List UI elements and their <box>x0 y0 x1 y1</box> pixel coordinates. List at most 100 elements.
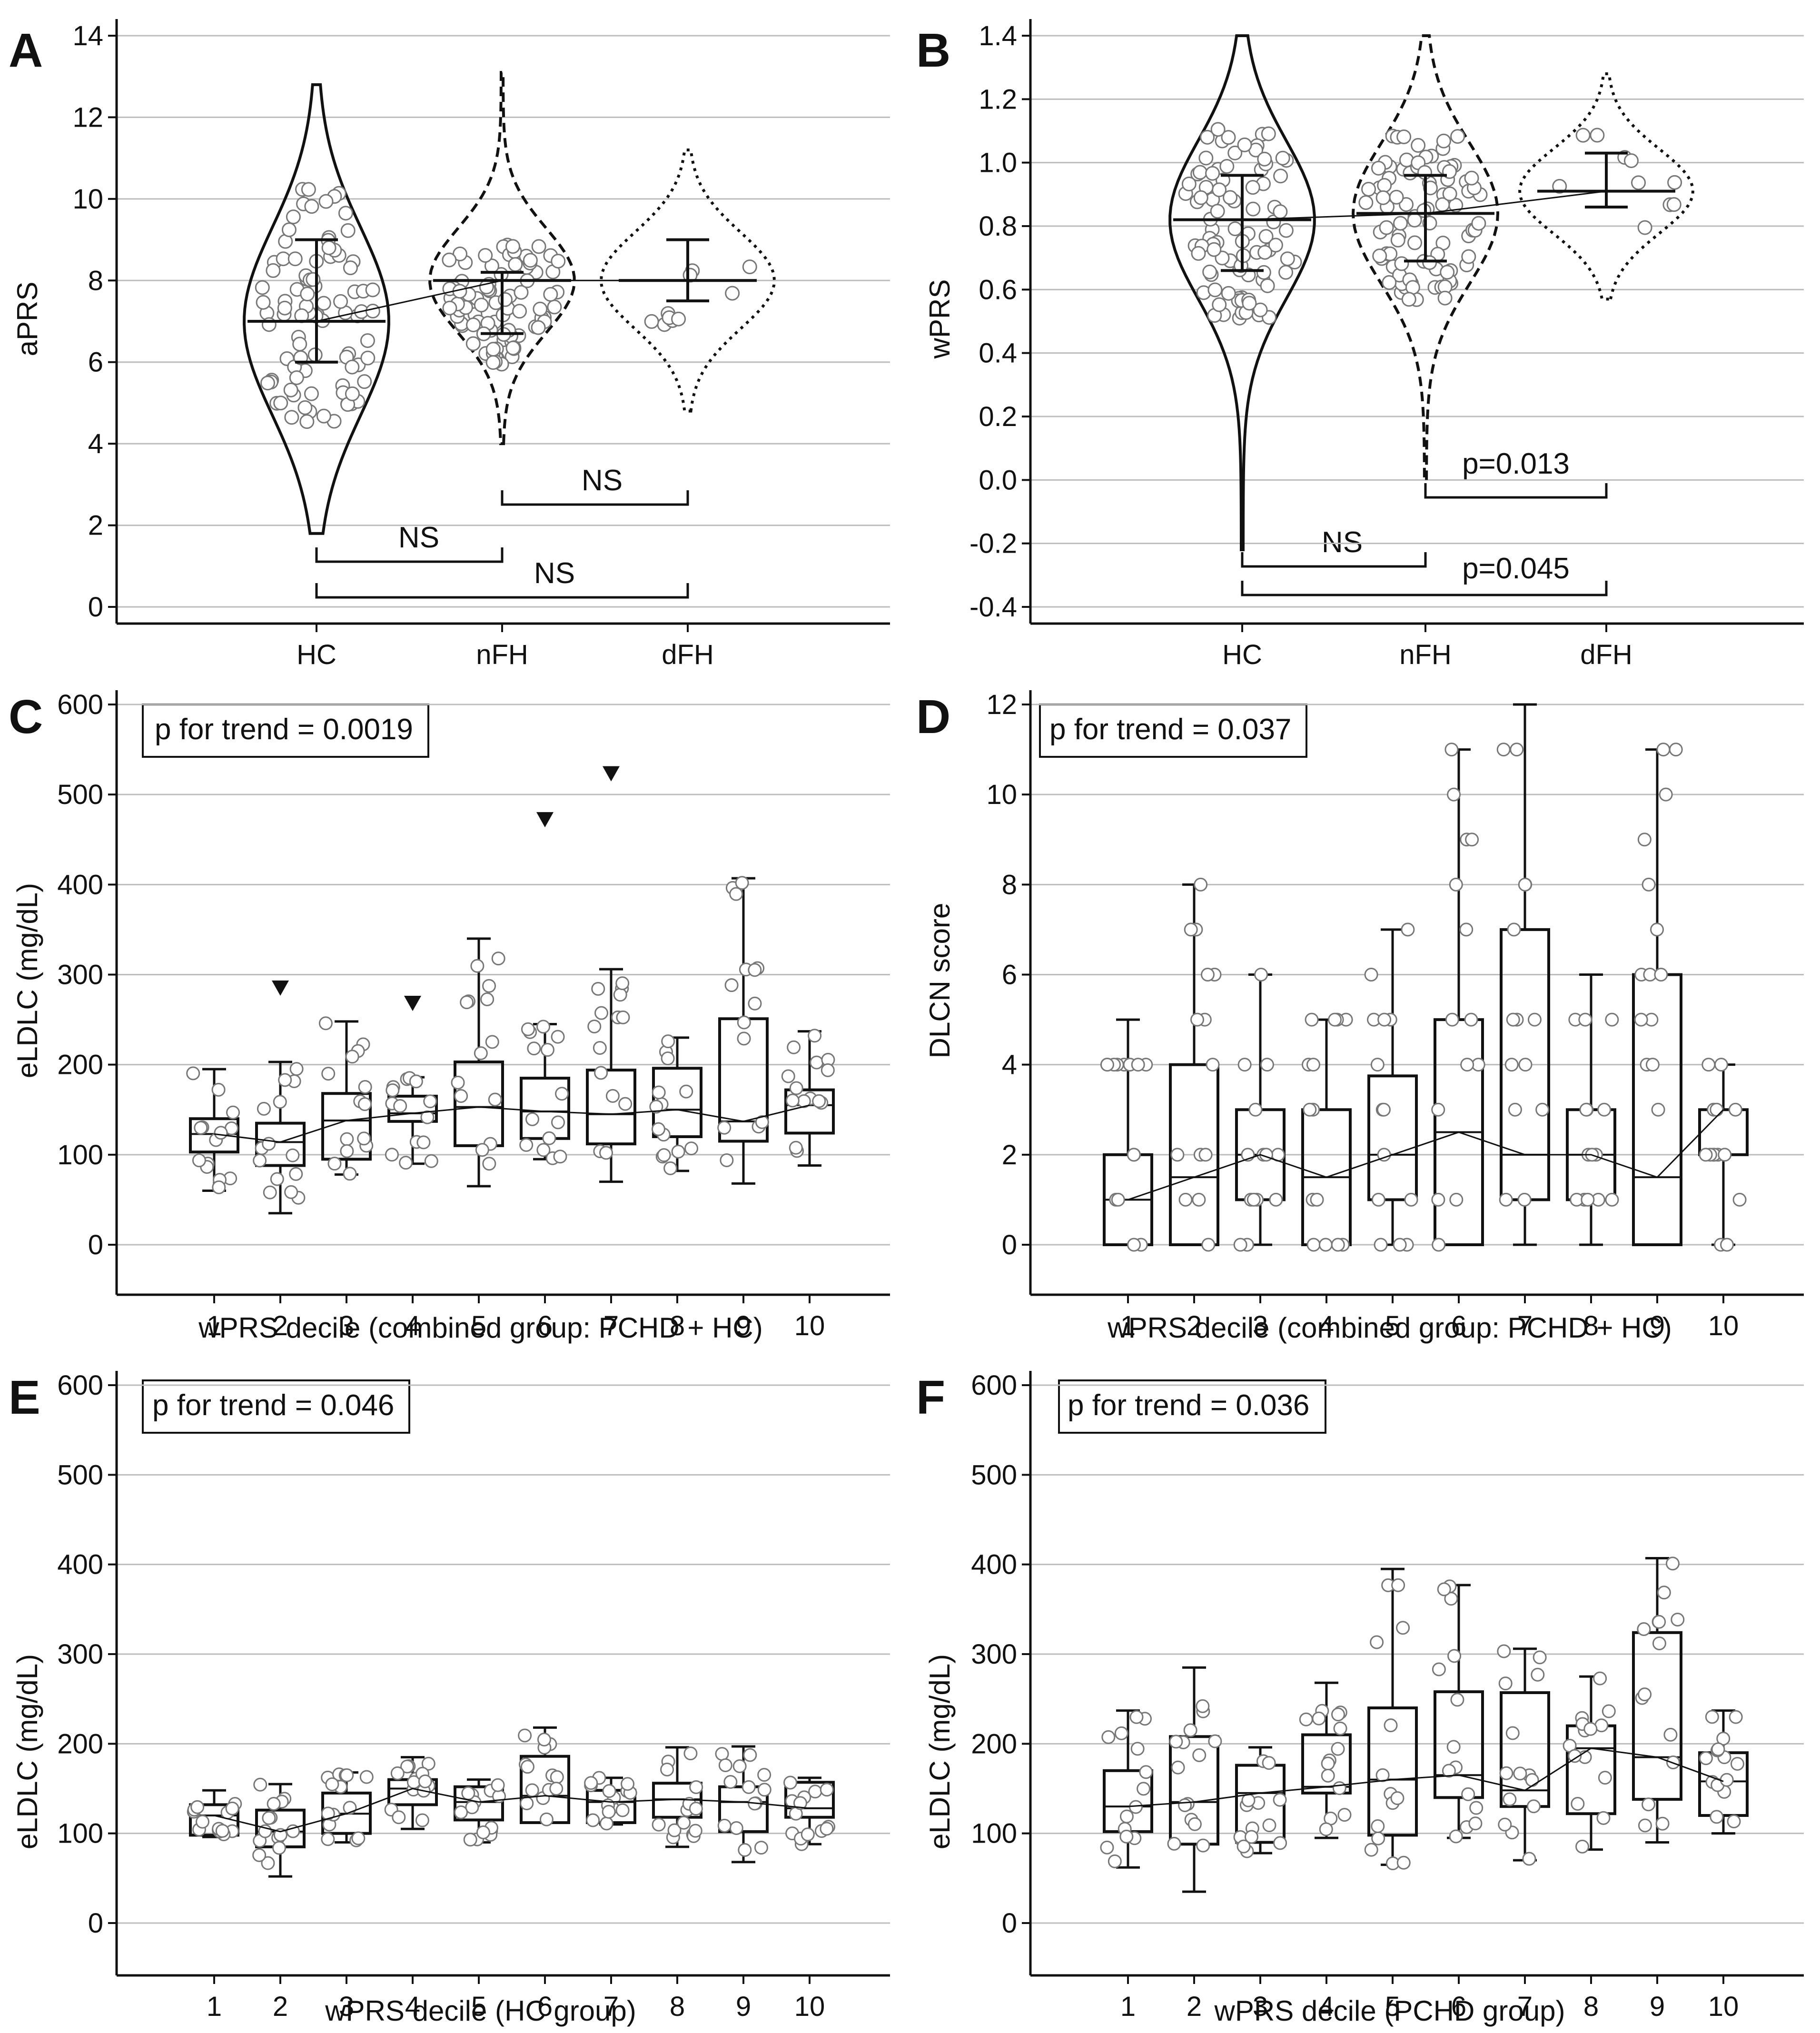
data-point <box>286 209 301 225</box>
data-point <box>729 1821 743 1835</box>
data-point <box>540 1043 554 1057</box>
data-point <box>602 1784 616 1798</box>
data-point <box>738 1843 752 1857</box>
x-tick-label: 9 <box>1650 1310 1665 1341</box>
data-point <box>1257 151 1272 167</box>
data-point <box>757 1783 772 1797</box>
data-point <box>599 1146 613 1160</box>
data-point <box>475 1143 489 1157</box>
box-decile-9 <box>1632 1631 1682 1801</box>
data-point <box>1254 968 1268 982</box>
x-tick-label: 3 <box>1253 1991 1268 2022</box>
panel-b-violins <box>1168 34 1694 596</box>
x-tick-label: 5 <box>1385 1310 1400 1341</box>
data-point <box>409 1074 423 1089</box>
violin-hc <box>243 83 390 535</box>
x-tick-label: 7 <box>603 1310 619 1341</box>
x-tick-label: 10 <box>1708 1991 1739 2022</box>
data-point <box>1517 1192 1532 1207</box>
data-point <box>808 1029 822 1043</box>
box-decile-6 <box>1434 1690 1484 1799</box>
violin-hc <box>1168 34 1316 551</box>
data-point <box>1663 1727 1678 1742</box>
data-point <box>1464 170 1479 186</box>
x-tick-label: 8 <box>670 1991 685 2022</box>
data-point <box>272 1841 286 1855</box>
data-point <box>1637 1622 1651 1636</box>
data-point <box>810 1055 824 1070</box>
data-point <box>1652 1615 1666 1629</box>
data-point <box>1371 1831 1385 1845</box>
panel-b-ylabel: wPRS <box>924 279 956 359</box>
data-point <box>1469 1801 1484 1815</box>
data-point <box>292 337 307 352</box>
data-point <box>543 287 558 302</box>
data-point <box>1665 1557 1680 1571</box>
data-point <box>345 359 360 375</box>
data-point <box>1518 877 1532 892</box>
data-point <box>1299 1712 1313 1726</box>
panel-f-boxes <box>1100 1557 1749 1893</box>
data-point <box>587 1019 602 1033</box>
data-point <box>717 1121 732 1135</box>
data-point <box>1583 1722 1598 1736</box>
data-point <box>1306 1058 1320 1072</box>
data-point <box>214 1126 228 1140</box>
data-point <box>521 1022 535 1036</box>
data-point <box>1246 201 1261 217</box>
data-point <box>657 1148 671 1162</box>
x-tick-label: 1 <box>1120 1991 1136 2022</box>
y-tick-label: 500 <box>57 779 103 810</box>
y-tick-label: 0.0 <box>979 465 1017 496</box>
y-tick-label: 2 <box>88 510 103 541</box>
data-point <box>1447 1649 1462 1663</box>
data-point <box>1273 204 1288 219</box>
data-point <box>808 1785 822 1799</box>
data-point <box>1278 223 1294 238</box>
y-tick-label: 14 <box>72 20 103 51</box>
data-point <box>652 1817 666 1832</box>
panel-d-xlabel: wPRS decile (combined group: PCHD + HC) <box>1107 1312 1672 1344</box>
data-point <box>1396 129 1412 144</box>
x-tick-label: 3 <box>339 1310 354 1341</box>
data-point <box>1221 286 1236 301</box>
data-point <box>301 182 316 197</box>
data-point <box>1310 1192 1324 1207</box>
data-point <box>1499 1766 1513 1780</box>
data-point <box>338 206 353 221</box>
data-point <box>257 1101 271 1116</box>
data-point <box>729 887 743 901</box>
data-point <box>399 1156 413 1170</box>
y-tick-label: 600 <box>971 1370 1017 1401</box>
data-point <box>1705 1710 1719 1724</box>
data-point <box>1377 1148 1391 1162</box>
data-point <box>1411 138 1426 153</box>
data-point <box>225 1801 239 1815</box>
data-point <box>594 1066 608 1080</box>
data-point <box>1727 1814 1741 1828</box>
data-point <box>1178 1798 1192 1812</box>
data-point <box>1372 248 1387 264</box>
data-point <box>1371 1192 1385 1207</box>
outlier-marker-triangle <box>272 980 289 996</box>
x-tick-label: 9 <box>736 1310 751 1341</box>
data-point <box>1450 129 1465 144</box>
data-point <box>474 298 489 313</box>
data-point <box>1187 1817 1202 1831</box>
data-point <box>1656 743 1671 757</box>
data-point <box>1207 282 1223 298</box>
panel-e-xlabel: wPRS decile (HC group) <box>325 1995 636 2027</box>
data-point <box>743 1748 757 1762</box>
panel-letters: A B C D E F <box>9 24 950 1424</box>
panel-letter-d: D <box>916 690 950 744</box>
data-point <box>390 1766 405 1780</box>
y-tick-label: 0.8 <box>979 211 1017 242</box>
data-point <box>539 1812 554 1826</box>
data-point <box>1273 169 1288 184</box>
data-point <box>605 1089 620 1103</box>
data-point <box>789 1140 803 1155</box>
data-point <box>1244 1830 1258 1844</box>
x-tick-label: 7 <box>1517 1310 1533 1341</box>
data-point <box>1391 1578 1405 1592</box>
x-tick-label: 5 <box>471 1991 486 2022</box>
